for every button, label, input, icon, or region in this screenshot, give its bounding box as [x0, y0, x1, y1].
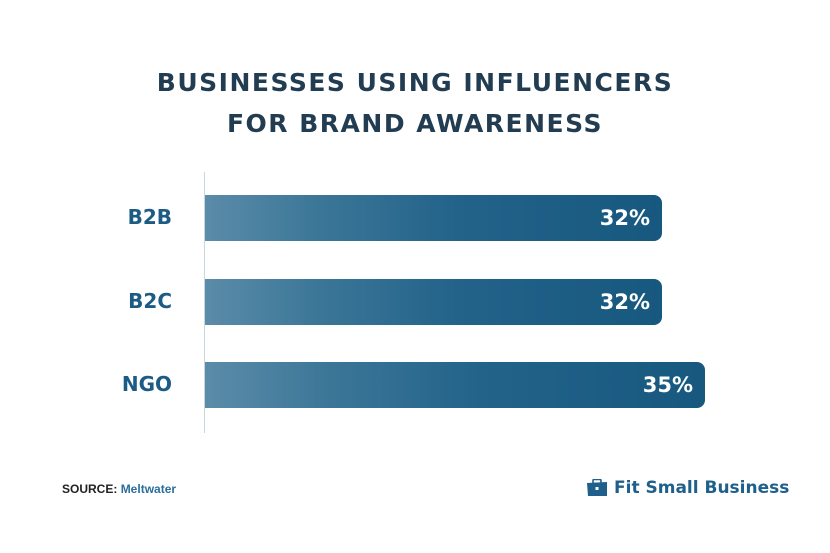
y-axis-line [204, 172, 205, 433]
bar-b2b: 32% [205, 195, 662, 241]
chart-title-line-1: BUSINESSES USING INFLUENCERS [156, 68, 674, 97]
brand-logo: Fit Small Business [586, 478, 789, 498]
bar-value-ngo: 35% [642, 373, 693, 397]
source-name: Meltwater [120, 482, 177, 496]
bar-ngo: 35% [205, 362, 705, 408]
category-label-b2b: B2B [127, 205, 172, 229]
bar-value-b2b: 32% [599, 206, 650, 230]
briefcase-icon [587, 479, 607, 496]
bar-b2c: 32% [205, 279, 662, 325]
brand-name: Fit Small Business [614, 478, 790, 498]
category-label-b2c: B2C [128, 289, 172, 313]
category-label-ngo: NGO [121, 372, 172, 396]
bar-value-b2c: 32% [599, 290, 650, 314]
chart-title: BUSINESSES USING INFLUENCERS FOR BRAND A… [0, 62, 830, 144]
chart-title-line-2: FOR BRAND AWARENESS [226, 109, 604, 138]
source-prefix: SOURCE: [62, 482, 118, 496]
source-note: SOURCE: Meltwater [62, 482, 176, 496]
